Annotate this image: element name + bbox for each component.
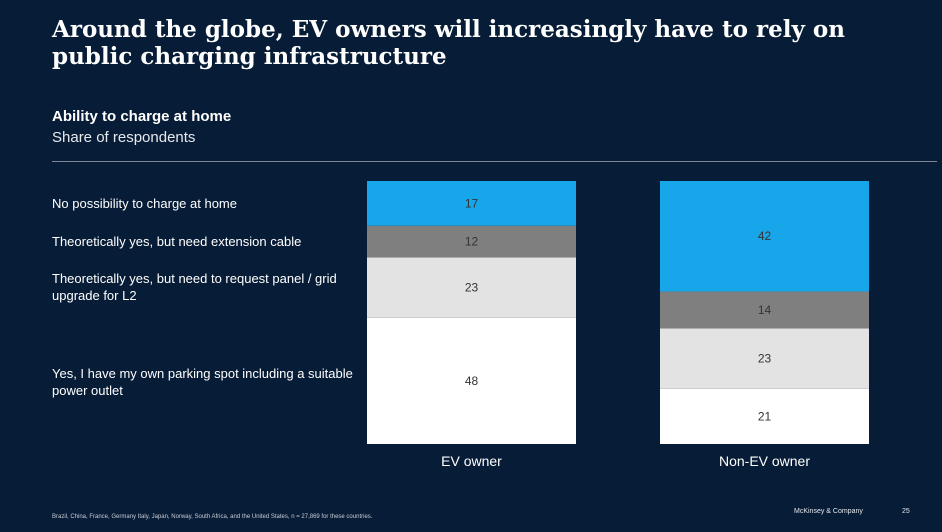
bar-segment-0-0 bbox=[367, 317, 576, 444]
chart-subtitle-detail: Share of respondents bbox=[52, 129, 196, 146]
bar-segment-1-1 bbox=[660, 328, 869, 389]
data-label-1-1: 23 bbox=[758, 352, 772, 366]
footnote: Brazil, China, France, Germany Italy, Ja… bbox=[52, 514, 373, 520]
data-label-1-0: 21 bbox=[758, 409, 772, 423]
data-label-0-0: 48 bbox=[465, 374, 479, 388]
data-label-1-2: 14 bbox=[758, 303, 772, 317]
bar-segment-1-2 bbox=[660, 291, 869, 329]
slide-title: Around the globe, EV owners will increas… bbox=[52, 16, 845, 70]
legend-label-no-possibility: No possibility to charge at home bbox=[52, 196, 237, 211]
bar-segment-0-1 bbox=[367, 257, 576, 318]
category-label-1: Non-EV owner bbox=[719, 453, 810, 469]
legend-label-own-parking: Yes, I have my own parking spot includin… bbox=[52, 366, 353, 398]
chart-subtitle: Ability to charge at home bbox=[52, 108, 232, 125]
bar-segment-1-3 bbox=[660, 181, 869, 292]
data-label-1-3: 42 bbox=[758, 229, 772, 243]
data-label-0-3: 17 bbox=[465, 196, 479, 210]
data-label-0-2: 12 bbox=[465, 234, 479, 248]
bar-segment-0-2 bbox=[367, 225, 576, 258]
bar-segment-1-0 bbox=[660, 388, 869, 444]
divider-rule bbox=[52, 161, 937, 162]
category-label-0: EV owner bbox=[441, 453, 502, 469]
brand-logo-text: McKinsey & Company bbox=[794, 508, 863, 515]
page-number: 25 bbox=[902, 508, 910, 515]
legend-label-extension-cable: Theoretically yes, but need extension ca… bbox=[52, 234, 302, 249]
bar-segment-0-3 bbox=[367, 181, 576, 226]
legend-label-grid-upgrade: Theoretically yes, but need to request p… bbox=[52, 271, 337, 303]
data-label-0-1: 23 bbox=[465, 281, 479, 295]
